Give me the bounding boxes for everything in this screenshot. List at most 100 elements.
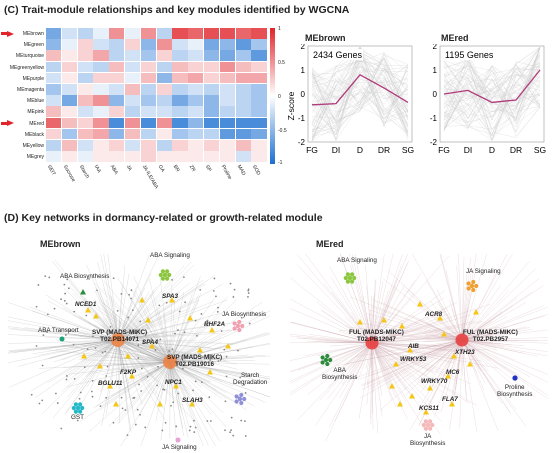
cluster-node [423,419,428,424]
network-edge [169,314,219,363]
network-edge [461,257,471,341]
cluster-node [78,409,83,414]
network-edge [118,361,171,385]
heatmap-row-label: MEpurple [22,75,44,82]
network-edge [366,342,373,388]
aba-biosynthesis-triangle [80,289,86,295]
gene-triangle [437,315,443,321]
network-edge [111,296,119,341]
network-edge [169,300,176,363]
heatmap-cell [109,95,125,106]
network-edge [133,361,171,414]
network-edge [100,339,119,393]
expression-profile-charts: Z-score 2434 Genes FG DI D DR SG 2 1 0 -1 -2 1195 … [286,44,546,155]
network-edge [296,337,373,344]
gene-triangle [97,363,103,369]
heatmap-cell [109,61,125,73]
gene-slah3: SLAH3 [182,397,203,404]
heatmap-cell [235,72,251,84]
network-node-minor [156,384,159,387]
network-edge [331,277,373,344]
network-edge [169,355,271,363]
network-edge [461,339,549,396]
network-edge [62,339,119,360]
network-node-minor [175,425,178,428]
network-node-minor [44,275,47,278]
cluster-node [239,400,244,406]
network-edge [62,345,171,363]
network-edge [169,361,204,447]
network-edge [116,361,171,422]
heatmap-cell [93,140,109,151]
network-edge [169,361,227,393]
network-edge [53,339,119,363]
heatmap-cell [61,50,77,61]
network-node-minor [142,341,145,343]
heatmap-cell [125,106,141,117]
network-edge [95,361,171,407]
aba-biosynthesis-cluster-red [320,353,333,367]
gene-triangle [187,315,193,321]
heatmap-cell [188,106,204,117]
network-edge [461,330,516,341]
heatmap-cell [109,28,125,39]
aba-biosynthesis-label-brown: ABA Biosynthesis [60,273,110,280]
network-edge [305,253,373,344]
network-edge [329,266,373,344]
network-edge [169,337,222,363]
network-edge [412,253,463,341]
gene-profile-line [311,73,409,122]
gene-triangle [207,369,213,375]
gene-triangle [407,347,413,353]
network-node-minor [244,420,246,423]
network-edge [317,340,373,344]
network-edge [117,330,169,341]
network-edge [69,286,119,341]
network-edge [117,291,150,341]
heatmap-cell [156,117,172,129]
proline-biosynthesis-label: Proline Biosynthesis [497,384,533,398]
network-edge [7,339,119,353]
gene-profile-line [311,80,409,133]
network-edge [461,287,465,341]
heatmap-cell [204,140,220,151]
network-edge [371,342,424,354]
network-node-minor [101,351,104,354]
cluster-node [471,279,476,285]
gene-profile-line [443,54,541,110]
network-edge [117,286,123,341]
network-edge [371,281,384,344]
heatmap-cell [235,50,251,61]
network-edge [461,339,486,384]
cluster-node [320,360,325,365]
gene-npc1: NPC1 [165,379,182,386]
network-edge [461,253,487,341]
network-edge [461,339,549,344]
gene-triangle [113,401,119,407]
gene-bglu11: BGLU11 [98,380,123,387]
network-nodes [59,269,518,443]
gene-wrky53: WRKY53 [400,356,427,363]
network-edge [169,361,271,378]
network-edge [132,290,171,363]
network-node-minor [244,391,247,394]
network-edge [461,312,503,341]
heatmap-cell [61,28,77,39]
heatmap-cell [204,61,220,73]
gene-profile-line [443,60,541,100]
network-node-minor [55,392,57,395]
heatmap-cell [140,61,156,73]
y-tick-label: 0 [433,90,438,99]
network-edge [7,302,119,341]
network-node-minor [42,334,45,337]
heatmap-column-label: SEIT [45,164,57,178]
network-node-minor [72,343,75,346]
heatmap-column-label: GA [156,164,166,174]
network-node-minor [53,307,56,310]
network-edge [117,339,131,432]
heatmap-cell [140,39,156,50]
network-node-minor [69,330,72,332]
network-edge [440,339,463,413]
network-edge [10,329,119,341]
network-edge [127,361,171,384]
